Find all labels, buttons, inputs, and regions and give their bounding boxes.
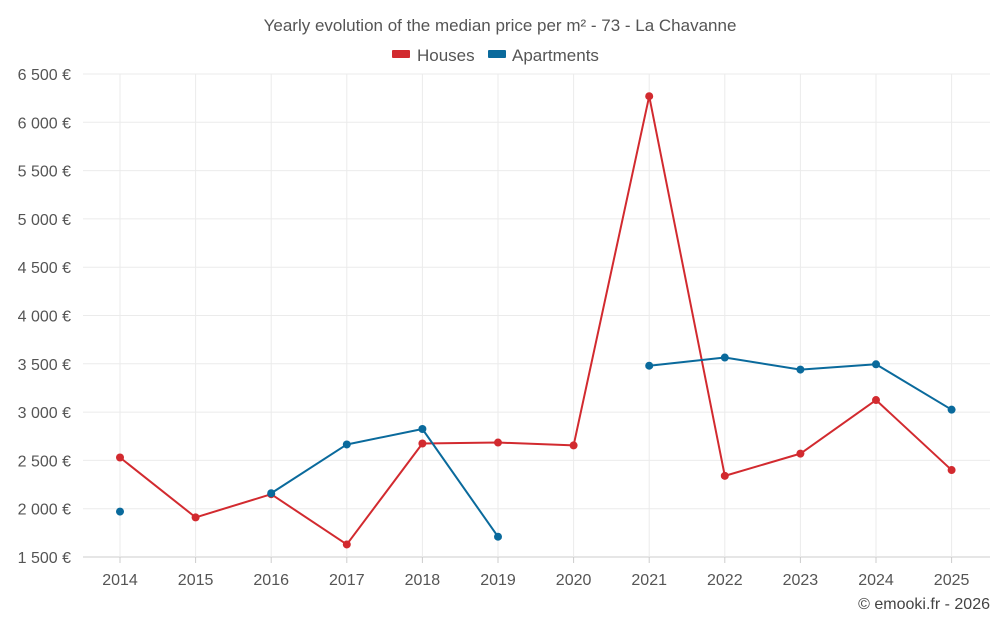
x-tick-label-2019: 2019 <box>480 572 516 589</box>
data-point-houses-2024[interactable] <box>872 396 880 405</box>
credit-text: © emooki.fr - 2026 <box>858 596 990 613</box>
x-axis-ticks: 2014 2015 2016 2017 2018 2019 2020 2021 2022 2023… <box>102 572 969 589</box>
x-tick-label-2016: 2016 <box>253 572 289 589</box>
data-point-houses-2022[interactable] <box>720 471 729 480</box>
x-tick-label-2022: 2022 <box>707 572 743 589</box>
chart-title: Yearly evolution of the median price per… <box>264 16 737 35</box>
y-tick-label: 2 500 € <box>18 453 71 470</box>
legend-label-houses[interactable]: Houses <box>417 46 475 65</box>
data-point-apartments-2019[interactable] <box>494 532 502 541</box>
y-tick-label: 3 500 € <box>18 357 71 374</box>
x-tick-label-2017: 2017 <box>329 572 365 589</box>
series-line-houses <box>119 95 953 546</box>
y-tick-label: 2 000 € <box>18 502 71 519</box>
y-tick-label: 4 000 € <box>18 309 71 326</box>
y-tick-label: 1 500 € <box>18 550 71 567</box>
data-point-apartments-2021[interactable] <box>645 361 654 370</box>
data-point-houses-2017[interactable] <box>342 540 351 549</box>
x-tick-label-2023: 2023 <box>783 572 819 589</box>
series-line-apartments <box>270 428 499 538</box>
data-point-houses-2018[interactable] <box>418 439 427 448</box>
data-point-houses-2020[interactable] <box>569 441 578 450</box>
series-points <box>116 92 956 549</box>
data-point-houses-2023[interactable] <box>796 449 805 458</box>
legend-label-apartments[interactable]: Apartments <box>512 46 599 65</box>
data-point-apartments-2024[interactable] <box>872 360 880 369</box>
y-tick-label: 6 000 € <box>18 115 71 132</box>
x-tick-label-2018: 2018 <box>405 572 441 589</box>
data-point-houses-2019[interactable] <box>494 438 502 447</box>
y-tick-label: 4 500 € <box>18 260 71 277</box>
y-tick-label: 6 500 € <box>18 67 71 84</box>
y-tick-label: 5 000 € <box>18 212 71 229</box>
legend-swatch-houses <box>392 50 410 58</box>
y-tick-label: 3 000 € <box>18 405 71 422</box>
x-tick-label-2025: 2025 <box>934 572 970 589</box>
x-tick-label-2015: 2015 <box>178 572 214 589</box>
legend: Houses Apartments <box>392 46 599 65</box>
data-point-apartments-2017[interactable] <box>342 440 351 449</box>
legend-swatch-apartments <box>488 50 506 58</box>
grid <box>83 73 990 563</box>
series-lines <box>119 95 953 546</box>
x-tick-label-2020: 2020 <box>556 572 592 589</box>
x-tick-label-2014: 2014 <box>102 572 138 589</box>
y-axis-ticks: 1 500 € 2 000 € 2 500 € 3 000 € 3 500 € 4 000… <box>18 67 71 567</box>
data-point-houses-2015[interactable] <box>191 513 200 522</box>
data-point-houses-2021[interactable] <box>645 92 654 101</box>
data-point-houses-2025[interactable] <box>947 466 956 475</box>
data-point-apartments-2016[interactable] <box>267 489 276 498</box>
data-point-apartments-2022[interactable] <box>720 353 729 362</box>
y-tick-label: 5 500 € <box>18 164 71 181</box>
x-tick-label-2021: 2021 <box>631 572 667 589</box>
data-point-apartments-2018[interactable] <box>418 425 427 434</box>
x-tick-label-2024: 2024 <box>858 572 894 589</box>
data-point-apartments-2025[interactable] <box>947 405 956 414</box>
data-point-houses-2014[interactable] <box>116 453 124 462</box>
data-point-apartments-2014[interactable] <box>116 507 124 516</box>
data-point-apartments-2023[interactable] <box>796 365 805 374</box>
